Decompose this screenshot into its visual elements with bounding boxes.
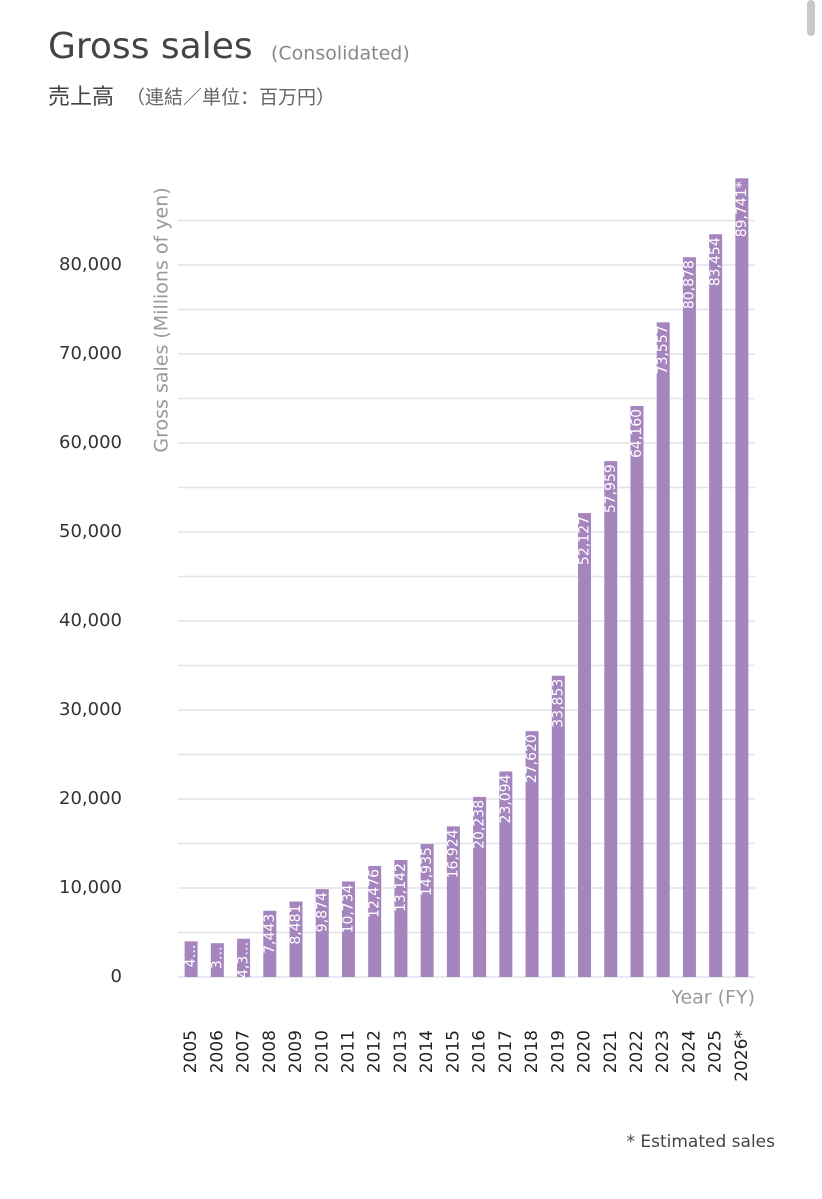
subtitle-note: （連結／単位：百万円）: [126, 87, 335, 109]
value-label: 16,924: [445, 829, 461, 878]
x-tick-label: 2016: [470, 1030, 490, 1073]
title-note: (Consolidated): [271, 43, 410, 65]
bar: [682, 257, 696, 977]
bar: [420, 844, 434, 977]
value-label: 64,160: [629, 409, 645, 458]
value-label: 80,878: [681, 260, 697, 309]
chart-title: Gross sales: [48, 26, 253, 67]
bar: [341, 881, 355, 977]
value-label: 89,741*: [734, 181, 750, 237]
x-tick-label: 2009: [286, 1030, 306, 1073]
bar: [630, 405, 644, 977]
y-tick-label: 10,000: [59, 877, 122, 898]
value-label: 23,094: [498, 774, 514, 823]
scrollbar: [807, 0, 815, 36]
x-axis-label: Year (FY): [670, 987, 755, 1009]
x-tick-label: 2021: [601, 1030, 621, 1073]
x-tick-label: 2011: [338, 1030, 358, 1073]
value-label: 33,853: [550, 679, 566, 728]
bar: [499, 771, 513, 977]
y-tick-label: 20,000: [59, 788, 122, 809]
x-tick-label: 2025: [706, 1030, 726, 1073]
bar: [184, 941, 198, 977]
bar: [315, 889, 329, 977]
y-tick-label: 80,000: [59, 254, 122, 275]
x-tick-label: 2017: [496, 1030, 516, 1073]
subtitle: 売上高: [48, 85, 114, 110]
bar: [709, 234, 723, 977]
x-tick-label: 2006: [207, 1030, 227, 1073]
bar: [604, 461, 618, 977]
bar: [289, 901, 303, 977]
bar: [368, 865, 382, 977]
value-label: 27,620: [524, 734, 540, 783]
x-tick-label: 2022: [627, 1030, 647, 1073]
value-label: 73,557: [655, 325, 671, 374]
value-label: 8,481: [288, 905, 304, 945]
y-tick-label: 40,000: [59, 610, 122, 631]
x-tick-label: 2005: [181, 1030, 201, 1073]
y-tick-label: 50,000: [59, 521, 122, 542]
value-label: 4…: [183, 944, 199, 967]
bar: [210, 943, 224, 977]
x-tick-label: 2007: [234, 1030, 254, 1073]
value-label: 57,959: [603, 464, 619, 513]
value-label: 10,734: [340, 884, 356, 933]
x-tick-label: 2014: [417, 1030, 437, 1073]
value-label: 4,3…: [236, 942, 252, 978]
y-tick-label: 30,000: [59, 699, 122, 720]
x-tick-label: 2019: [548, 1030, 568, 1073]
value-label: 52,127: [577, 516, 593, 565]
bar: [525, 731, 539, 977]
bar: [237, 938, 251, 977]
x-tick-label: 2015: [443, 1030, 463, 1073]
bar: [656, 322, 670, 977]
y-axis-label: Gross sales (Millions of yen): [151, 187, 173, 452]
x-tick-label: 2023: [653, 1030, 673, 1073]
x-tick-label: 2026*: [732, 1030, 752, 1082]
x-tick-label: 2024: [679, 1030, 699, 1073]
value-label: 83,454: [708, 237, 724, 286]
bar: [473, 796, 487, 977]
y-tick-label: 0: [111, 966, 122, 987]
y-tick-label: 60,000: [59, 432, 122, 453]
bar: [446, 826, 460, 977]
footnote: * Estimated sales: [626, 1132, 775, 1152]
bar: [394, 860, 408, 977]
x-tick-label: 2013: [391, 1030, 411, 1073]
x-tick-label: 2008: [260, 1030, 280, 1073]
value-label: 3…: [209, 946, 225, 969]
bar: [578, 513, 592, 977]
value-label: 20,238: [472, 800, 488, 849]
x-tick-label: 2020: [575, 1030, 595, 1073]
x-tick-label: 2010: [312, 1030, 332, 1073]
bar: [551, 675, 565, 977]
bar: [735, 178, 749, 977]
y-tick-label: 70,000: [59, 343, 122, 364]
value-label: 9,874: [314, 892, 330, 932]
x-tick-label: 2018: [522, 1030, 542, 1073]
value-label: 7,443: [262, 914, 278, 954]
value-label: 14,935: [419, 847, 435, 896]
value-label: 13,142: [393, 863, 409, 912]
value-label: 12,476: [367, 869, 383, 918]
bar: [263, 910, 277, 977]
x-tick-label: 2012: [365, 1030, 385, 1073]
